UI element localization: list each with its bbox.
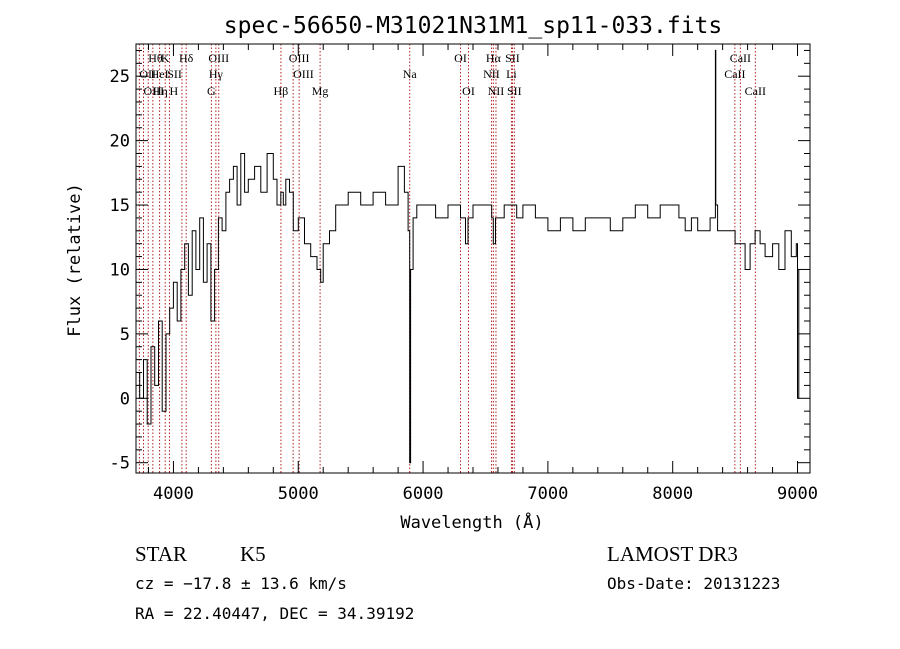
line-label-5: Hη: [153, 84, 168, 98]
line-label-10: Hγ: [209, 67, 224, 81]
survey-name: LAMOST DR3: [607, 542, 738, 566]
x-axis-ticks: 4000 5000 6000 7000 8000 9000: [147, 44, 818, 504]
coordinates-readout: RA = 22.40447, DEC = 34.39192: [135, 604, 414, 623]
spectral-line-markers: [138, 44, 756, 473]
line-label-6: SII: [167, 67, 182, 81]
y-axis-label: Flux (relative): [65, 183, 85, 337]
line-label-22: Li: [506, 67, 517, 81]
line-label-4: HeI: [151, 67, 169, 81]
redshift-readout: cz = −17.8 ± 13.6 km/s: [135, 574, 347, 593]
line-label-15: Mg: [312, 84, 329, 98]
y-axis-ticks: -5 0 5 10 15 20 25: [110, 49, 810, 474]
y-tick-label-4: 15: [110, 196, 130, 216]
line-label-7: H: [169, 84, 178, 98]
line-label-19: Hα: [486, 51, 502, 65]
line-label-26: CaII: [724, 67, 745, 81]
line-label-0: Hθ: [148, 51, 163, 65]
spectral-subclass: K5: [240, 542, 266, 566]
object-class: STAR: [135, 542, 187, 566]
line-label-21: NII: [483, 67, 500, 81]
line-label-1: OII: [139, 67, 156, 81]
line-label-16: Na: [403, 67, 418, 81]
line-label-9: OIII: [208, 51, 229, 65]
line-label-27: CaII: [745, 84, 766, 98]
line-label-17: OI: [454, 51, 467, 65]
line-label-8: Hδ: [179, 51, 194, 65]
x-tick-label-1: 5000: [278, 484, 319, 504]
x-axis-label: Wavelength (Å): [400, 511, 543, 533]
line-label-3: K: [161, 51, 170, 65]
y-tick-label-1: 0: [120, 389, 130, 409]
spectrum-line: [136, 49, 800, 464]
line-label-12: OIII: [289, 51, 310, 65]
x-tick-label-4: 8000: [652, 484, 693, 504]
y-tick-label-5: 20: [110, 132, 130, 152]
line-label-24: SII: [507, 84, 522, 98]
y-tick-label-6: 25: [110, 67, 130, 87]
line-label-20: SII: [505, 51, 520, 65]
line-label-11: G: [207, 84, 216, 98]
plot-frame: [135, 43, 811, 474]
x-tick-label-5: 9000: [777, 484, 818, 504]
line-label-2: OIII: [143, 84, 164, 98]
line-label-14: Hβ: [274, 84, 289, 98]
line-label-13: OIII: [293, 67, 314, 81]
y-tick-label-3: 10: [110, 260, 130, 280]
line-label-18: OI: [462, 84, 475, 98]
spectral-line-labels: Hθ OII OIII K HeI Hη SII H Hδ OIII Hγ G OIII OIII Hβ Mg…: [139, 51, 766, 98]
observation-date: Obs-Date: 20131223: [607, 574, 780, 593]
y-tick-label-0: -5: [110, 454, 130, 474]
line-label-23: NII: [488, 84, 505, 98]
x-tick-label-3: 7000: [527, 484, 568, 504]
x-tick-label-2: 6000: [403, 484, 444, 504]
y-tick-label-2: 5: [120, 325, 130, 345]
line-label-25: CaII: [730, 51, 751, 65]
chart-title: spec-56650-M31021N31M1_sp11-033.fits: [224, 13, 723, 39]
x-tick-label-0: 4000: [153, 484, 194, 504]
